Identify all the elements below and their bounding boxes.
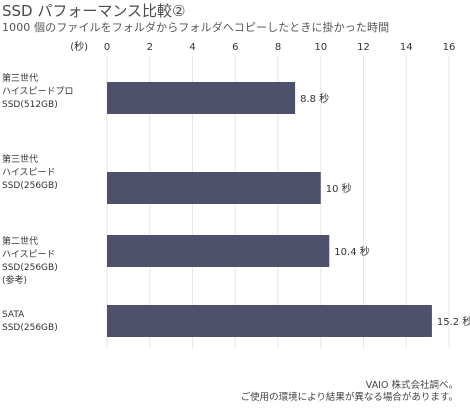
tick-label: 2: [147, 42, 153, 53]
category-label-line: SSD(256GB): [2, 181, 58, 191]
tick-label: 10: [314, 42, 327, 53]
footnote-line-1: VAIO 株式会社調べ。: [365, 380, 458, 391]
bars: [107, 82, 432, 337]
category-label-line: ハイスピード: [2, 167, 56, 178]
category-label-line: ハイスピードプロ: [2, 86, 74, 97]
category-label: 第三世代ハイスピードプロ SSD(512GB): [2, 72, 74, 110]
axis-unit-label: (秒): [70, 40, 88, 53]
category-label-line: 第三世代: [2, 72, 38, 84]
page-subtitle: 1000 個のファイルをフォルダからフォルダへコピーしたときに掛かった時間: [2, 21, 390, 34]
data-label: 10 秒: [326, 182, 352, 195]
data-label: 15.2 秒: [437, 315, 470, 328]
category-label: 第二世代ハイスピード SSD(256GB) (参考): [2, 235, 58, 286]
category-label: 第三世代ハイスピード SSD(256GB): [2, 153, 58, 191]
page-title: SSD パフォーマンス比較②: [2, 2, 186, 20]
tick-label: 0: [104, 42, 110, 53]
category-label-line: SSD(512GB): [2, 100, 58, 110]
category-label-line: ハイスピード: [2, 249, 56, 260]
x-axis-ticks: 0 2 4 6 8 10 12 14 16: [104, 42, 456, 53]
category-label-line: SSD(256GB): [2, 263, 58, 273]
category-label-line: 第二世代: [2, 235, 38, 247]
data-label: 10.4 秒: [334, 245, 369, 258]
category-labels: 第三世代ハイスピードプロ SSD(512GB)第三世代ハイスピード SSD(256G…: [2, 72, 74, 333]
category-label-line: SSD(256GB): [2, 323, 58, 333]
bar: [107, 82, 296, 114]
category-label-line: SATA: [2, 310, 25, 320]
value-labels: 8.8 秒 10 秒 10.4 秒 15.2 秒: [300, 92, 470, 328]
data-label: 8.8 秒: [300, 92, 329, 105]
tick-label: 4: [189, 42, 195, 53]
tick-label: 8: [275, 42, 281, 53]
tick-label: 16: [443, 42, 456, 53]
footnote: VAIO 株式会社調べ。 ご使用の環境により結果が異なる場合があります。: [241, 380, 458, 404]
footnote-line-2: ご使用の環境により結果が異なる場合があります。: [240, 392, 458, 403]
bar: [107, 172, 321, 204]
category-label-line: (参考): [2, 274, 27, 286]
tick-label: 12: [357, 42, 370, 53]
tick-label: 6: [232, 42, 238, 53]
tick-label: 14: [400, 42, 413, 53]
category-label: SATA SSD(256GB): [2, 310, 58, 333]
bar: [107, 235, 330, 267]
bar: [107, 305, 432, 337]
category-label-line: 第三世代: [2, 153, 38, 165]
